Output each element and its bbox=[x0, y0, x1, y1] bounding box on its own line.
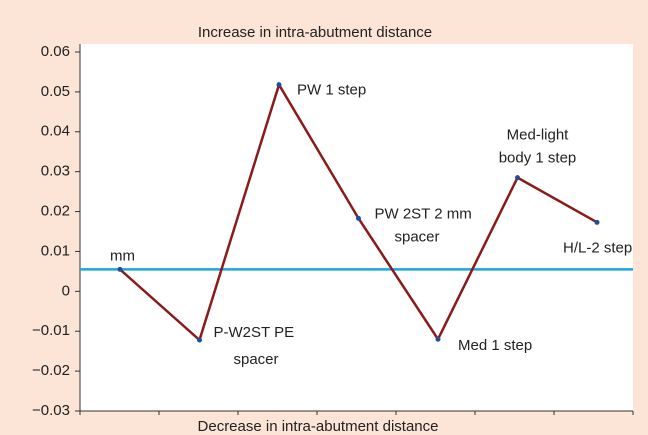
y-tick-label: 0.05 bbox=[41, 83, 70, 100]
y-tick-label: 0.02 bbox=[41, 203, 70, 220]
marker bbox=[117, 266, 123, 272]
point-label: PW 2ST 2 mm bbox=[375, 205, 472, 222]
marker bbox=[276, 82, 282, 88]
y-tick-label: 0.04 bbox=[41, 123, 70, 140]
marker bbox=[435, 336, 441, 342]
point-label: body 1 step bbox=[499, 150, 577, 167]
point-label: P-W2ST PE bbox=[214, 324, 295, 341]
point-label: PW 1 step bbox=[297, 82, 366, 99]
marker bbox=[515, 175, 520, 181]
y-tick-label: 0.01 bbox=[41, 242, 70, 259]
y-tick-label: −0.02 bbox=[32, 362, 70, 379]
point-label: mm bbox=[110, 247, 135, 264]
bottom-label: Decrease in intra-abutment distance bbox=[198, 418, 439, 435]
y-tick-label: 0.03 bbox=[41, 163, 70, 180]
y-tick-label: −0.01 bbox=[32, 322, 70, 339]
point-label: spacer bbox=[234, 351, 279, 368]
point-label: spacer bbox=[395, 228, 440, 245]
marker bbox=[356, 215, 361, 221]
point-label: H/L-2 step bbox=[563, 239, 632, 256]
y-tick-label: −0.03 bbox=[32, 402, 70, 419]
point-label: Med 1 step bbox=[458, 337, 532, 354]
plot-area bbox=[80, 44, 633, 411]
point-label: Med-light bbox=[507, 127, 570, 144]
y-tick-label: 0.06 bbox=[41, 43, 70, 60]
top-label: Increase in intra-abutment distance bbox=[198, 24, 432, 41]
marker bbox=[197, 337, 202, 343]
marker bbox=[594, 219, 600, 225]
y-tick-label: 0 bbox=[62, 282, 70, 299]
